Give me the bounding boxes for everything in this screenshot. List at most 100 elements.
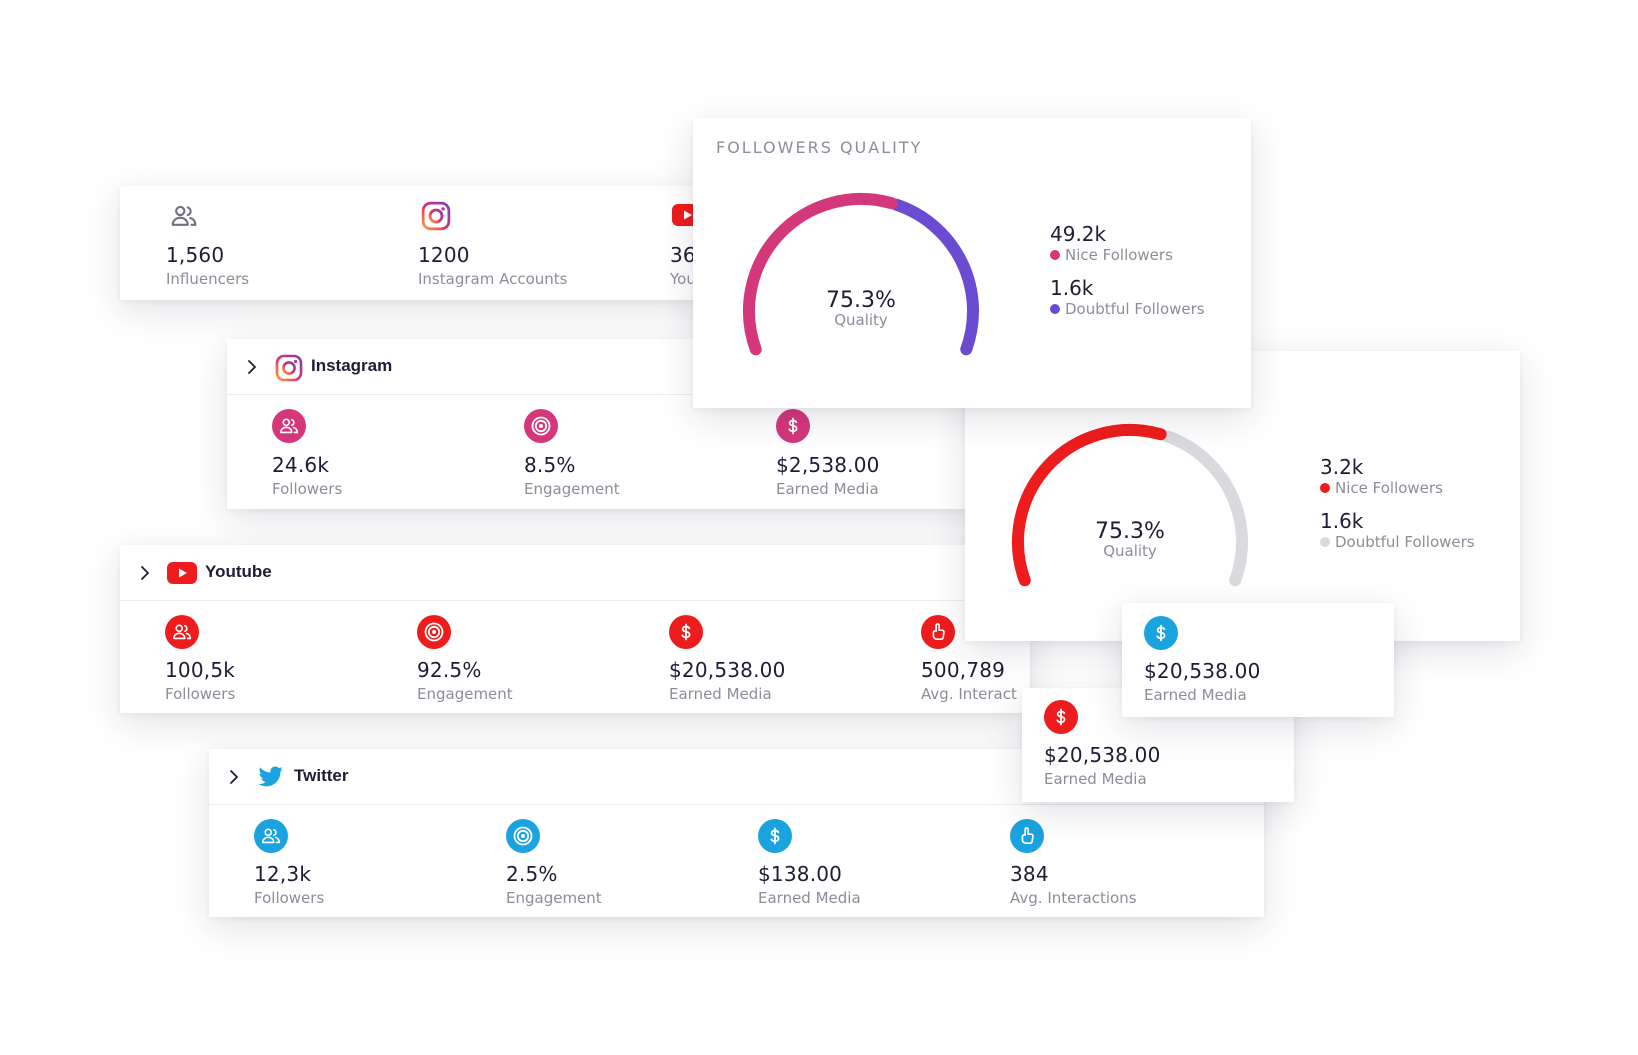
quality-value: 75.3% xyxy=(1095,519,1165,544)
legend-dot xyxy=(1050,250,1060,260)
stat-value: 2.5% xyxy=(506,862,558,886)
quality-label: Quality xyxy=(834,311,888,329)
chevron-right-icon[interactable] xyxy=(243,358,261,376)
stat-label: Followers xyxy=(254,889,325,907)
platform-name: Instagram xyxy=(311,356,393,375)
stat-value: 12,3k xyxy=(254,862,312,886)
legend-dot xyxy=(1050,304,1060,314)
thumb-icon xyxy=(1010,819,1044,853)
stat-label: Engagement xyxy=(506,889,602,907)
stat-value: 24.6k xyxy=(272,453,330,477)
users-icon xyxy=(168,200,200,232)
stat-value: 92.5% xyxy=(417,658,482,682)
stat-label: Earned Media xyxy=(776,480,879,498)
followers-quality-card: FOLLOWERS QUALITY 75.3% Quality 49.2k Ni… xyxy=(693,118,1251,408)
gauge-track xyxy=(890,198,979,356)
stat-value: 100,5k xyxy=(165,658,236,682)
nice-followers-label: Nice Followers xyxy=(1335,479,1443,497)
target-icon xyxy=(417,615,451,649)
stat-value: 500,789 xyxy=(921,658,1006,682)
target-icon xyxy=(524,409,558,443)
stat-label: Engagement xyxy=(417,685,513,703)
doubtful-followers-label: Doubtful Followers xyxy=(1335,533,1475,551)
stat-label: Followers xyxy=(272,480,343,498)
quality-gauge xyxy=(1012,424,1248,587)
earned-media-card-blue: $20,538.00 Earned Media xyxy=(1122,603,1394,717)
legend-item-nice: Nice Followers xyxy=(1320,479,1475,497)
stat-followers: 100,5k Followers xyxy=(165,658,235,703)
summary-influencers: 1,560 Influencers xyxy=(166,243,249,288)
card-title: FOLLOWERS QUALITY xyxy=(716,138,923,157)
gauge-track xyxy=(1159,429,1248,587)
doubtful-followers-value: 1.6k xyxy=(1050,276,1094,300)
instagram-icon xyxy=(274,353,304,383)
twitter-header[interactable]: Twitter xyxy=(209,749,1264,805)
legend-item-doubtful: Doubtful Followers xyxy=(1320,533,1475,551)
dollar-icon xyxy=(1044,700,1078,734)
stat-followers: 12,3k Followers xyxy=(254,862,324,907)
quality-legend: 3.2k Nice Followers 1.6k Doubtful Follow… xyxy=(1320,455,1475,551)
legend-dot xyxy=(1320,537,1330,547)
users-icon xyxy=(165,615,199,649)
stat-value: 8.5% xyxy=(524,453,576,477)
stat-label: Earned Media xyxy=(1044,770,1147,788)
stat-earned-media: $138.00 Earned Media xyxy=(758,862,861,907)
stat-label: Avg. Interact xyxy=(921,685,1017,703)
youtube-header[interactable]: Youtube xyxy=(120,545,1030,601)
stat-label: Earned Media xyxy=(758,889,861,907)
legend-item-nice: Nice Followers xyxy=(1050,246,1205,264)
dollar-icon xyxy=(669,615,703,649)
stat-value: $2,538.00 xyxy=(776,453,880,477)
gauge-fill xyxy=(1012,424,1167,587)
thumb-icon xyxy=(921,615,955,649)
stat-label: Earned Media xyxy=(669,685,772,703)
quality-label: Quality xyxy=(1103,542,1157,560)
stat-label: Instagram Accounts xyxy=(418,270,568,288)
stat-followers: 24.6k Followers xyxy=(272,453,342,498)
target-icon xyxy=(506,819,540,853)
gauge-center: 75.3% Quality xyxy=(1050,519,1210,560)
stat-value: 1200 xyxy=(418,243,470,267)
stat-label: Followers xyxy=(165,685,236,703)
quality-value: 75.3% xyxy=(826,288,896,313)
stat-earned-media: $2,538.00 Earned Media xyxy=(776,453,880,498)
stat-value: $138.00 xyxy=(758,862,843,886)
stat-label: You xyxy=(670,270,696,288)
twitter-icon xyxy=(256,763,286,791)
doubtful-followers-value: 1.6k xyxy=(1320,509,1364,533)
chevron-right-icon[interactable] xyxy=(225,768,243,786)
quality-legend: 49.2k Nice Followers 1.6k Doubtful Follo… xyxy=(1050,222,1205,318)
stat-value: 384 xyxy=(1010,862,1049,886)
summary-instagram-accounts: 1200 Instagram Accounts xyxy=(418,243,567,288)
gauge-fill xyxy=(743,193,898,356)
stat-value: $20,538.00 xyxy=(1144,659,1261,683)
instagram-header[interactable]: Instagram xyxy=(227,339,987,395)
dollar-icon xyxy=(1144,616,1178,650)
legend-item-doubtful: Doubtful Followers xyxy=(1050,300,1205,318)
nice-followers-value: 3.2k xyxy=(1320,455,1364,479)
stat-earned-media: $20,538.00 Earned Media xyxy=(1044,743,1161,788)
stat-label: Earned Media xyxy=(1144,686,1247,704)
legend-dot xyxy=(1320,483,1330,493)
gauge-center: 75.3% Quality xyxy=(781,288,941,329)
users-icon xyxy=(254,819,288,853)
doubtful-followers-label: Doubtful Followers xyxy=(1065,300,1205,318)
summary-card: 1,560 Influencers 1200 Instagram Account… xyxy=(120,186,710,300)
stat-label: Avg. Interactions xyxy=(1010,889,1137,907)
quality-gauge xyxy=(743,193,979,356)
stat-avg-interactions: 500,789 Avg. Interact xyxy=(921,658,1017,703)
stat-label: Engagement xyxy=(524,480,620,498)
stat-engagement: 8.5% Engagement xyxy=(524,453,620,498)
stat-value: 36 xyxy=(670,243,696,267)
stat-engagement: 2.5% Engagement xyxy=(506,862,602,907)
summary-youtube-accounts: 36 You xyxy=(670,243,696,288)
nice-followers-value: 49.2k xyxy=(1050,222,1107,246)
chevron-right-icon[interactable] xyxy=(136,564,154,582)
youtube-icon xyxy=(167,562,197,584)
youtube-card: Youtube 100,5k Followers 92.5% Engagemen… xyxy=(120,545,1030,713)
stat-value: 1,560 xyxy=(166,243,225,267)
stat-earned-media: $20,538.00 Earned Media xyxy=(669,658,786,703)
stat-earned-media: $20,538.00 Earned Media xyxy=(1144,659,1261,704)
stat-value: $20,538.00 xyxy=(1044,743,1161,767)
dollar-icon xyxy=(758,819,792,853)
